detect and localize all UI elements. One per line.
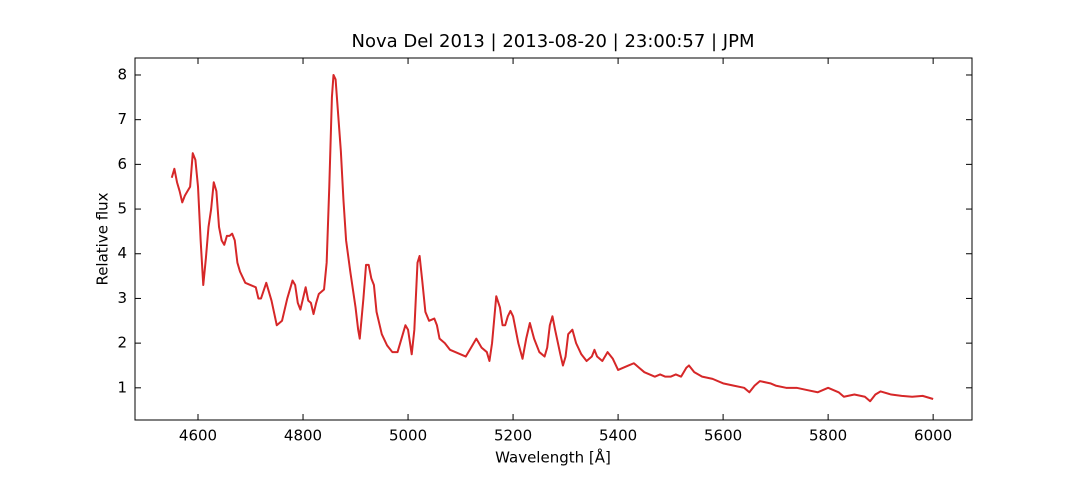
y-tick-label: 8 — [117, 65, 127, 83]
y-tick-label: 6 — [117, 155, 127, 173]
chart-title: Nova Del 2013 | 2013-08-20 | 23:00:57 | … — [351, 31, 754, 52]
x-axis-label: Wavelength [Å] — [495, 448, 611, 467]
x-tick-label: 5600 — [704, 427, 742, 445]
x-tick-label: 5800 — [809, 427, 847, 445]
y-tick-label: 5 — [117, 200, 127, 218]
plot-frame — [134, 57, 973, 421]
x-tick-label: 5200 — [494, 427, 532, 445]
y-tick-label: 3 — [117, 289, 127, 307]
y-tick-label: 1 — [117, 378, 127, 396]
y-tick-label: 4 — [117, 244, 127, 262]
x-tick-label: 5400 — [599, 427, 637, 445]
y-tick-label: 2 — [117, 334, 127, 352]
x-tick-label: 4600 — [179, 427, 217, 445]
spectrum-line — [170, 73, 934, 403]
x-tick-label: 5000 — [389, 427, 427, 445]
x-tick-label: 4800 — [284, 427, 322, 445]
y-axis-label: Relative flux — [94, 192, 112, 285]
x-tick-label: 6000 — [914, 427, 952, 445]
y-tick-label: 7 — [117, 110, 127, 128]
